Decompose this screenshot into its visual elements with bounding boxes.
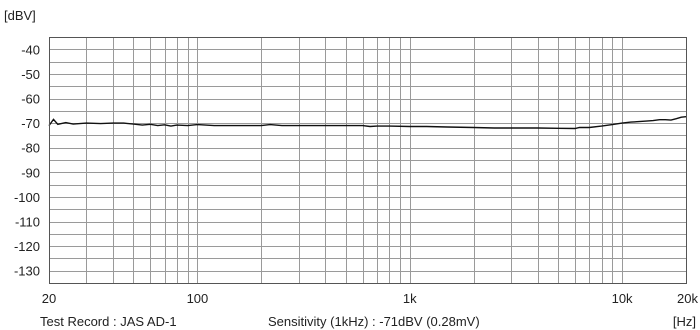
x-axis-label: [Hz] xyxy=(673,314,696,329)
y-tick-label: -70 xyxy=(21,116,40,131)
y-tick-label: -130 xyxy=(14,264,40,279)
y-tick-label: -120 xyxy=(14,239,40,254)
x-tick-label: 100 xyxy=(187,291,209,306)
y-axis-label: [dBV] xyxy=(4,8,36,23)
response-curve xyxy=(48,116,687,130)
x-tick-label: 10k xyxy=(612,291,633,306)
y-tick-labels: -40 -50 -60 -70 -80 -90 -100 -110 -120 -130 xyxy=(14,42,40,278)
x-tick-labels: 20 100 1k 10k 20k xyxy=(42,291,699,306)
y-tick-label: -80 xyxy=(21,141,40,156)
y-tick-label: -110 xyxy=(15,215,40,230)
x-tick-label: 1k xyxy=(403,291,417,306)
grid-layer xyxy=(49,37,687,284)
y-tick-label: -40 xyxy=(21,42,40,57)
x-tick-label: 20k xyxy=(677,291,698,306)
plot-frame xyxy=(49,37,687,284)
y-tick-label: -100 xyxy=(14,190,40,205)
y-tick-label: -60 xyxy=(21,92,40,107)
y-tick-label: -90 xyxy=(21,165,40,180)
test-record-label: Test Record : JAS AD-1 xyxy=(40,314,177,329)
sensitivity-label: Sensitivity (1kHz) : -71dBV (0.28mV) xyxy=(268,314,480,329)
y-tick-label: -50 xyxy=(21,67,40,82)
x-tick-label: 20 xyxy=(42,291,56,306)
